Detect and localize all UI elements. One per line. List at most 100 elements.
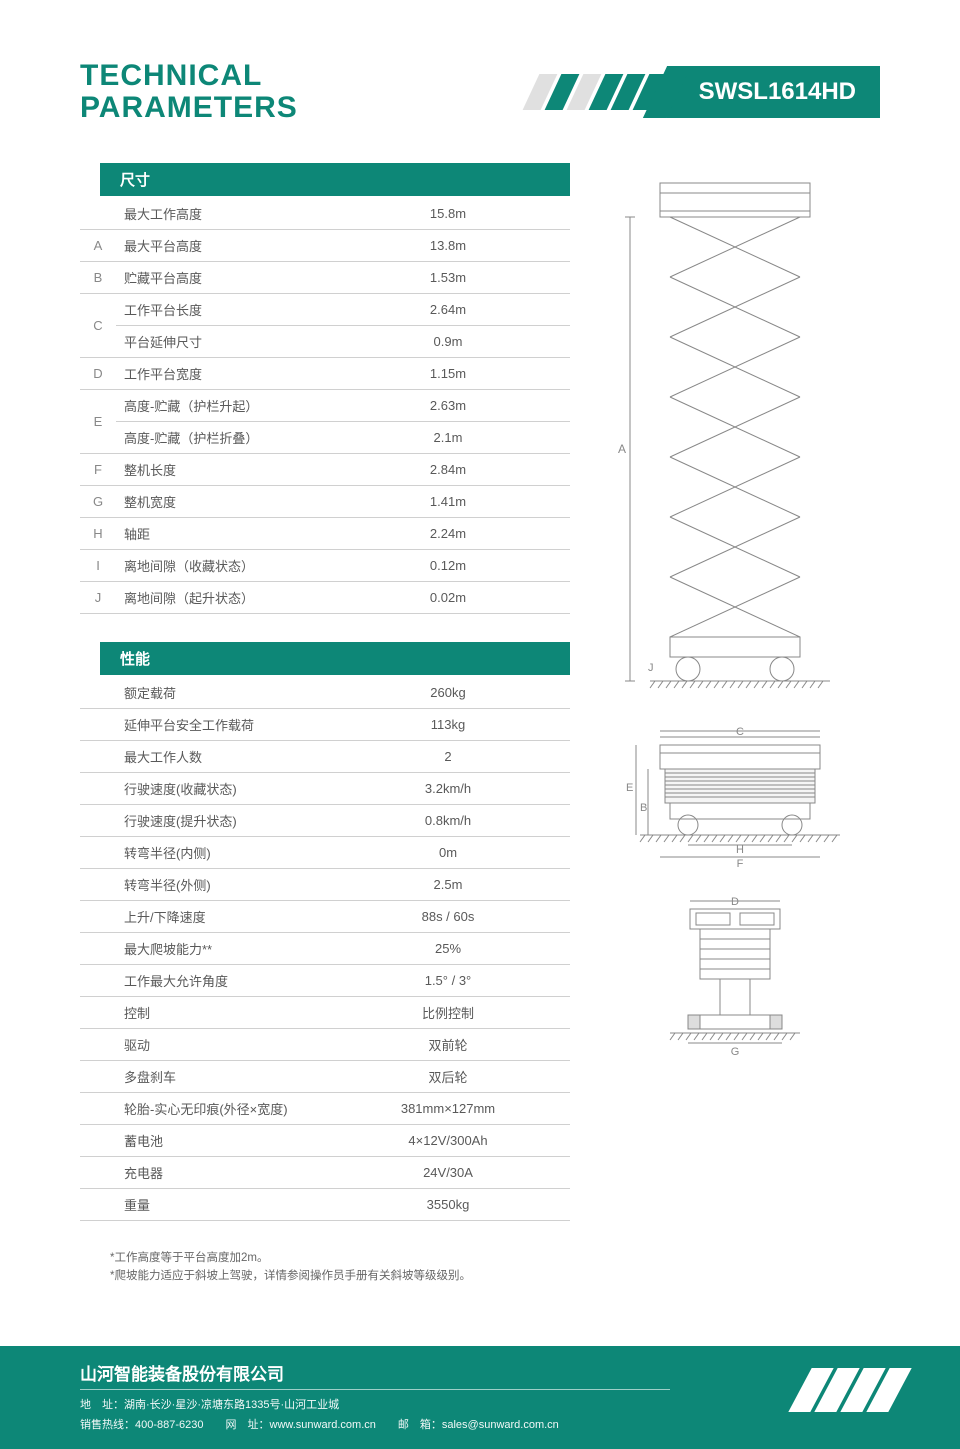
row-label: 额定载荷 bbox=[116, 677, 326, 709]
row-value: 1.5° / 3° bbox=[326, 965, 570, 997]
row-code: H bbox=[80, 518, 116, 550]
row-value: 15.8m bbox=[326, 198, 570, 230]
table-row: 最大工作高度15.8m bbox=[80, 198, 570, 230]
row-value: 2 bbox=[326, 741, 570, 773]
row-label: 最大平台高度 bbox=[116, 230, 326, 262]
row-label: 高度-贮藏（护栏折叠） bbox=[116, 422, 326, 454]
row-value: 2.64m bbox=[326, 294, 570, 326]
row-value: 2.63m bbox=[326, 390, 570, 422]
table-row: 控制比例控制 bbox=[80, 997, 570, 1029]
table-row: 工作最大允许角度1.5° / 3° bbox=[80, 965, 570, 997]
row-label: 贮藏平台高度 bbox=[116, 262, 326, 294]
row-label: 离地间隙（收藏状态） bbox=[116, 550, 326, 582]
footer-slashes bbox=[800, 1368, 900, 1412]
dim-label-B: B bbox=[640, 802, 647, 814]
row-label: 转弯半径(外侧) bbox=[116, 869, 326, 901]
footnote: *爬坡能力适应于斜坡上驾驶，详情参阅操作员手册有关斜坡等级级别。 bbox=[110, 1267, 570, 1285]
table-row: 行驶速度(提升状态)0.8km/h bbox=[80, 805, 570, 837]
diagram-extended: A J bbox=[600, 173, 860, 703]
product-badge: SWSL1614HD bbox=[531, 66, 880, 118]
table-row: D工作平台宽度1.15m bbox=[80, 358, 570, 390]
title-line2: PARAMETERS bbox=[80, 92, 298, 124]
dim-label-F: F bbox=[737, 858, 744, 870]
row-label: 蓄电池 bbox=[116, 1125, 326, 1157]
row-value: 2.84m bbox=[326, 454, 570, 486]
dim-label-J: J bbox=[648, 662, 654, 674]
row-value: 2.5m bbox=[326, 869, 570, 901]
dimensions-table: 最大工作高度15.8mA最大平台高度13.8mB贮藏平台高度1.53mC工作平台… bbox=[80, 198, 570, 614]
row-code bbox=[80, 198, 116, 230]
company-name: 山河智能装备股份有限公司 bbox=[80, 1360, 880, 1385]
row-label: 轮胎-实心无印痕(外径×宽度) bbox=[116, 1093, 326, 1125]
row-label: 控制 bbox=[116, 997, 326, 1029]
row-code: F bbox=[80, 454, 116, 486]
row-label: 最大工作高度 bbox=[116, 198, 326, 230]
tables-column: 尺寸 最大工作高度15.8mA最大平台高度13.8mB贮藏平台高度1.53mC工… bbox=[80, 163, 570, 1286]
dim-label-C: C bbox=[736, 726, 744, 738]
row-code: J bbox=[80, 582, 116, 614]
table-row: 转弯半径(外侧)2.5m bbox=[80, 869, 570, 901]
table-row: 重量3550kg bbox=[80, 1189, 570, 1221]
row-label: 工作平台宽度 bbox=[116, 358, 326, 390]
table-row: 驱动双前轮 bbox=[80, 1029, 570, 1061]
table-row: 延伸平台安全工作载荷113kg bbox=[80, 709, 570, 741]
table-row: I离地间隙（收藏状态）0.12m bbox=[80, 550, 570, 582]
row-value: 113kg bbox=[326, 709, 570, 741]
row-code: E bbox=[80, 390, 116, 454]
row-value: 24V/30A bbox=[326, 1157, 570, 1189]
row-label: 整机宽度 bbox=[116, 486, 326, 518]
table-row: F整机长度2.84m bbox=[80, 454, 570, 486]
row-label: 行驶速度(提升状态) bbox=[116, 805, 326, 837]
row-value: 0.12m bbox=[326, 550, 570, 582]
row-value: 3.2km/h bbox=[326, 773, 570, 805]
row-code: I bbox=[80, 550, 116, 582]
row-value: 1.15m bbox=[326, 358, 570, 390]
row-value: 双前轮 bbox=[326, 1029, 570, 1061]
product-name: SWSL1614HD bbox=[667, 66, 880, 118]
row-label: 工作最大允许角度 bbox=[116, 965, 326, 997]
row-value: 1.53m bbox=[326, 262, 570, 294]
decorative-slashes bbox=[531, 74, 659, 110]
table-row: 转弯半径(内侧)0m bbox=[80, 837, 570, 869]
row-code: A bbox=[80, 230, 116, 262]
table-row: 蓄电池4×12V/300Ah bbox=[80, 1125, 570, 1157]
row-label: 延伸平台安全工作载荷 bbox=[116, 709, 326, 741]
row-code: C bbox=[80, 294, 116, 358]
row-label: 整机长度 bbox=[116, 454, 326, 486]
row-label: 驱动 bbox=[116, 1029, 326, 1061]
row-value: 1.41m bbox=[326, 486, 570, 518]
row-value: 0.02m bbox=[326, 582, 570, 614]
dim-label-E: E bbox=[626, 782, 633, 794]
row-value: 88s / 60s bbox=[326, 901, 570, 933]
row-value: 0.9m bbox=[326, 326, 570, 358]
table-row: 充电器24V/30A bbox=[80, 1157, 570, 1189]
row-label: 多盘刹车 bbox=[116, 1061, 326, 1093]
dim-label-A: A bbox=[618, 442, 626, 456]
row-label: 重量 bbox=[116, 1189, 326, 1221]
table-row: H轴距2.24m bbox=[80, 518, 570, 550]
row-value: 双后轮 bbox=[326, 1061, 570, 1093]
diagram-column: A J bbox=[600, 163, 880, 1286]
table-row: 上升/下降速度88s / 60s bbox=[80, 901, 570, 933]
title-line1: TECHNICAL bbox=[80, 60, 298, 92]
footer: 山河智能装备股份有限公司 地 址：湖南·长沙·星沙·凉塘东路1335号·山河工业… bbox=[0, 1346, 960, 1449]
row-label: 平台延伸尺寸 bbox=[116, 326, 326, 358]
table-row: G整机宽度1.41m bbox=[80, 486, 570, 518]
row-code: D bbox=[80, 358, 116, 390]
table-row: E高度-贮藏（护栏升起）2.63m bbox=[80, 390, 570, 422]
table-row: 多盘刹车双后轮 bbox=[80, 1061, 570, 1093]
dim-label-G: G bbox=[731, 1046, 740, 1058]
diagram-stowed: C E B H F bbox=[600, 723, 860, 873]
table-row: A最大平台高度13.8m bbox=[80, 230, 570, 262]
row-label: 离地间隙（起升状态） bbox=[116, 582, 326, 614]
table-row: B贮藏平台高度1.53m bbox=[80, 262, 570, 294]
row-value: 13.8m bbox=[326, 230, 570, 262]
dim-label-D: D bbox=[731, 896, 739, 908]
row-value: 0m bbox=[326, 837, 570, 869]
performance-header: 性能 bbox=[100, 642, 570, 675]
row-code: B bbox=[80, 262, 116, 294]
table-row: J离地间隙（起升状态）0.02m bbox=[80, 582, 570, 614]
footnote: *工作高度等于平台高度加2m。 bbox=[110, 1249, 570, 1267]
company-address: 地 址：湖南·长沙·星沙·凉塘东路1335号·山河工业城 bbox=[80, 1396, 880, 1416]
title: TECHNICAL PARAMETERS bbox=[80, 60, 298, 123]
